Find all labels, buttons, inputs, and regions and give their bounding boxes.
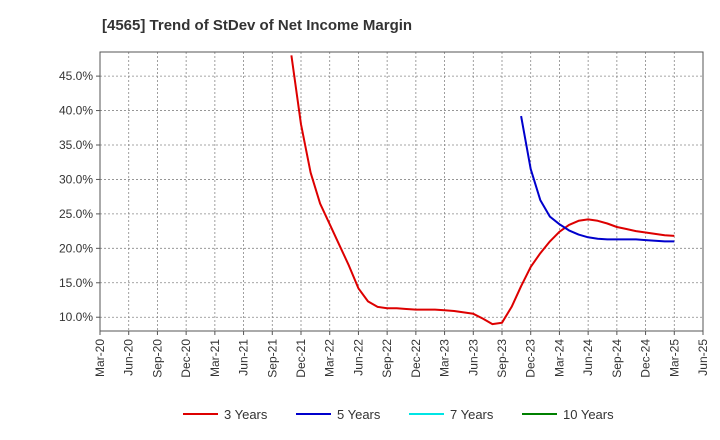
x-tick-label: Jun-22 <box>351 339 365 376</box>
chart-title: [4565] Trend of StDev of Net Income Marg… <box>102 17 412 34</box>
y-tick-label: 20.0% <box>59 241 93 255</box>
legend-label: 5 Years <box>337 407 381 422</box>
x-tick-label: Mar-20 <box>93 339 107 377</box>
y-tick-label: 45.0% <box>59 69 93 83</box>
legend-label: 10 Years <box>563 407 614 422</box>
x-tick-label: Sep-20 <box>150 339 164 378</box>
y-tick-label: 10.0% <box>59 310 93 324</box>
legend-label: 7 Years <box>450 407 494 422</box>
x-tick-label: Dec-21 <box>294 339 308 378</box>
y-tick-label: 40.0% <box>59 104 93 118</box>
x-tick-label: Jun-25 <box>696 339 710 376</box>
plot-frame <box>99 51 704 332</box>
series-line-5-years <box>520 115 675 243</box>
x-tick-label: Dec-22 <box>409 339 423 378</box>
x-tick-label: Sep-21 <box>265 339 279 378</box>
y-axis-ticks: 10.0% 15.0% 20.0% 25.0% 30.0% 35.0% 40.0% 45.0% <box>59 69 100 324</box>
x-tick-label: Sep-24 <box>610 339 624 378</box>
y-tick-label: 25.0% <box>59 207 93 221</box>
series-lines <box>290 55 675 326</box>
x-tick-label: Sep-23 <box>495 339 509 378</box>
x-axis-ticks: Mar-20 Jun-20 Sep-20 Dec-20 Mar-21 Jun-21 Sep-… <box>93 331 710 378</box>
x-tick-label: Jun-23 <box>466 339 480 376</box>
x-tick-label: Sep-22 <box>380 339 394 378</box>
x-tick-label: Dec-20 <box>179 339 193 378</box>
x-tick-label: Jun-20 <box>122 339 136 376</box>
legend: 3 Years 5 Years 7 Years 10 Years <box>183 407 614 422</box>
x-tick-label: Mar-24 <box>552 339 566 377</box>
legend-label: 3 Years <box>224 407 268 422</box>
x-tick-label: Mar-25 <box>667 339 681 377</box>
x-tick-label: Dec-23 <box>524 339 538 378</box>
x-tick-label: Mar-22 <box>323 339 337 377</box>
x-tick-label: Jun-21 <box>237 339 251 376</box>
x-tick-label: Mar-21 <box>208 339 222 377</box>
y-tick-label: 15.0% <box>59 276 93 290</box>
x-tick-label: Dec-24 <box>639 339 653 378</box>
y-tick-label: 30.0% <box>59 172 93 186</box>
series-line-3-years <box>290 55 675 326</box>
x-tick-label: Mar-23 <box>438 339 452 377</box>
x-tick-label: Jun-24 <box>581 339 595 376</box>
y-tick-label: 35.0% <box>59 138 93 152</box>
grid-lines <box>99 52 704 331</box>
